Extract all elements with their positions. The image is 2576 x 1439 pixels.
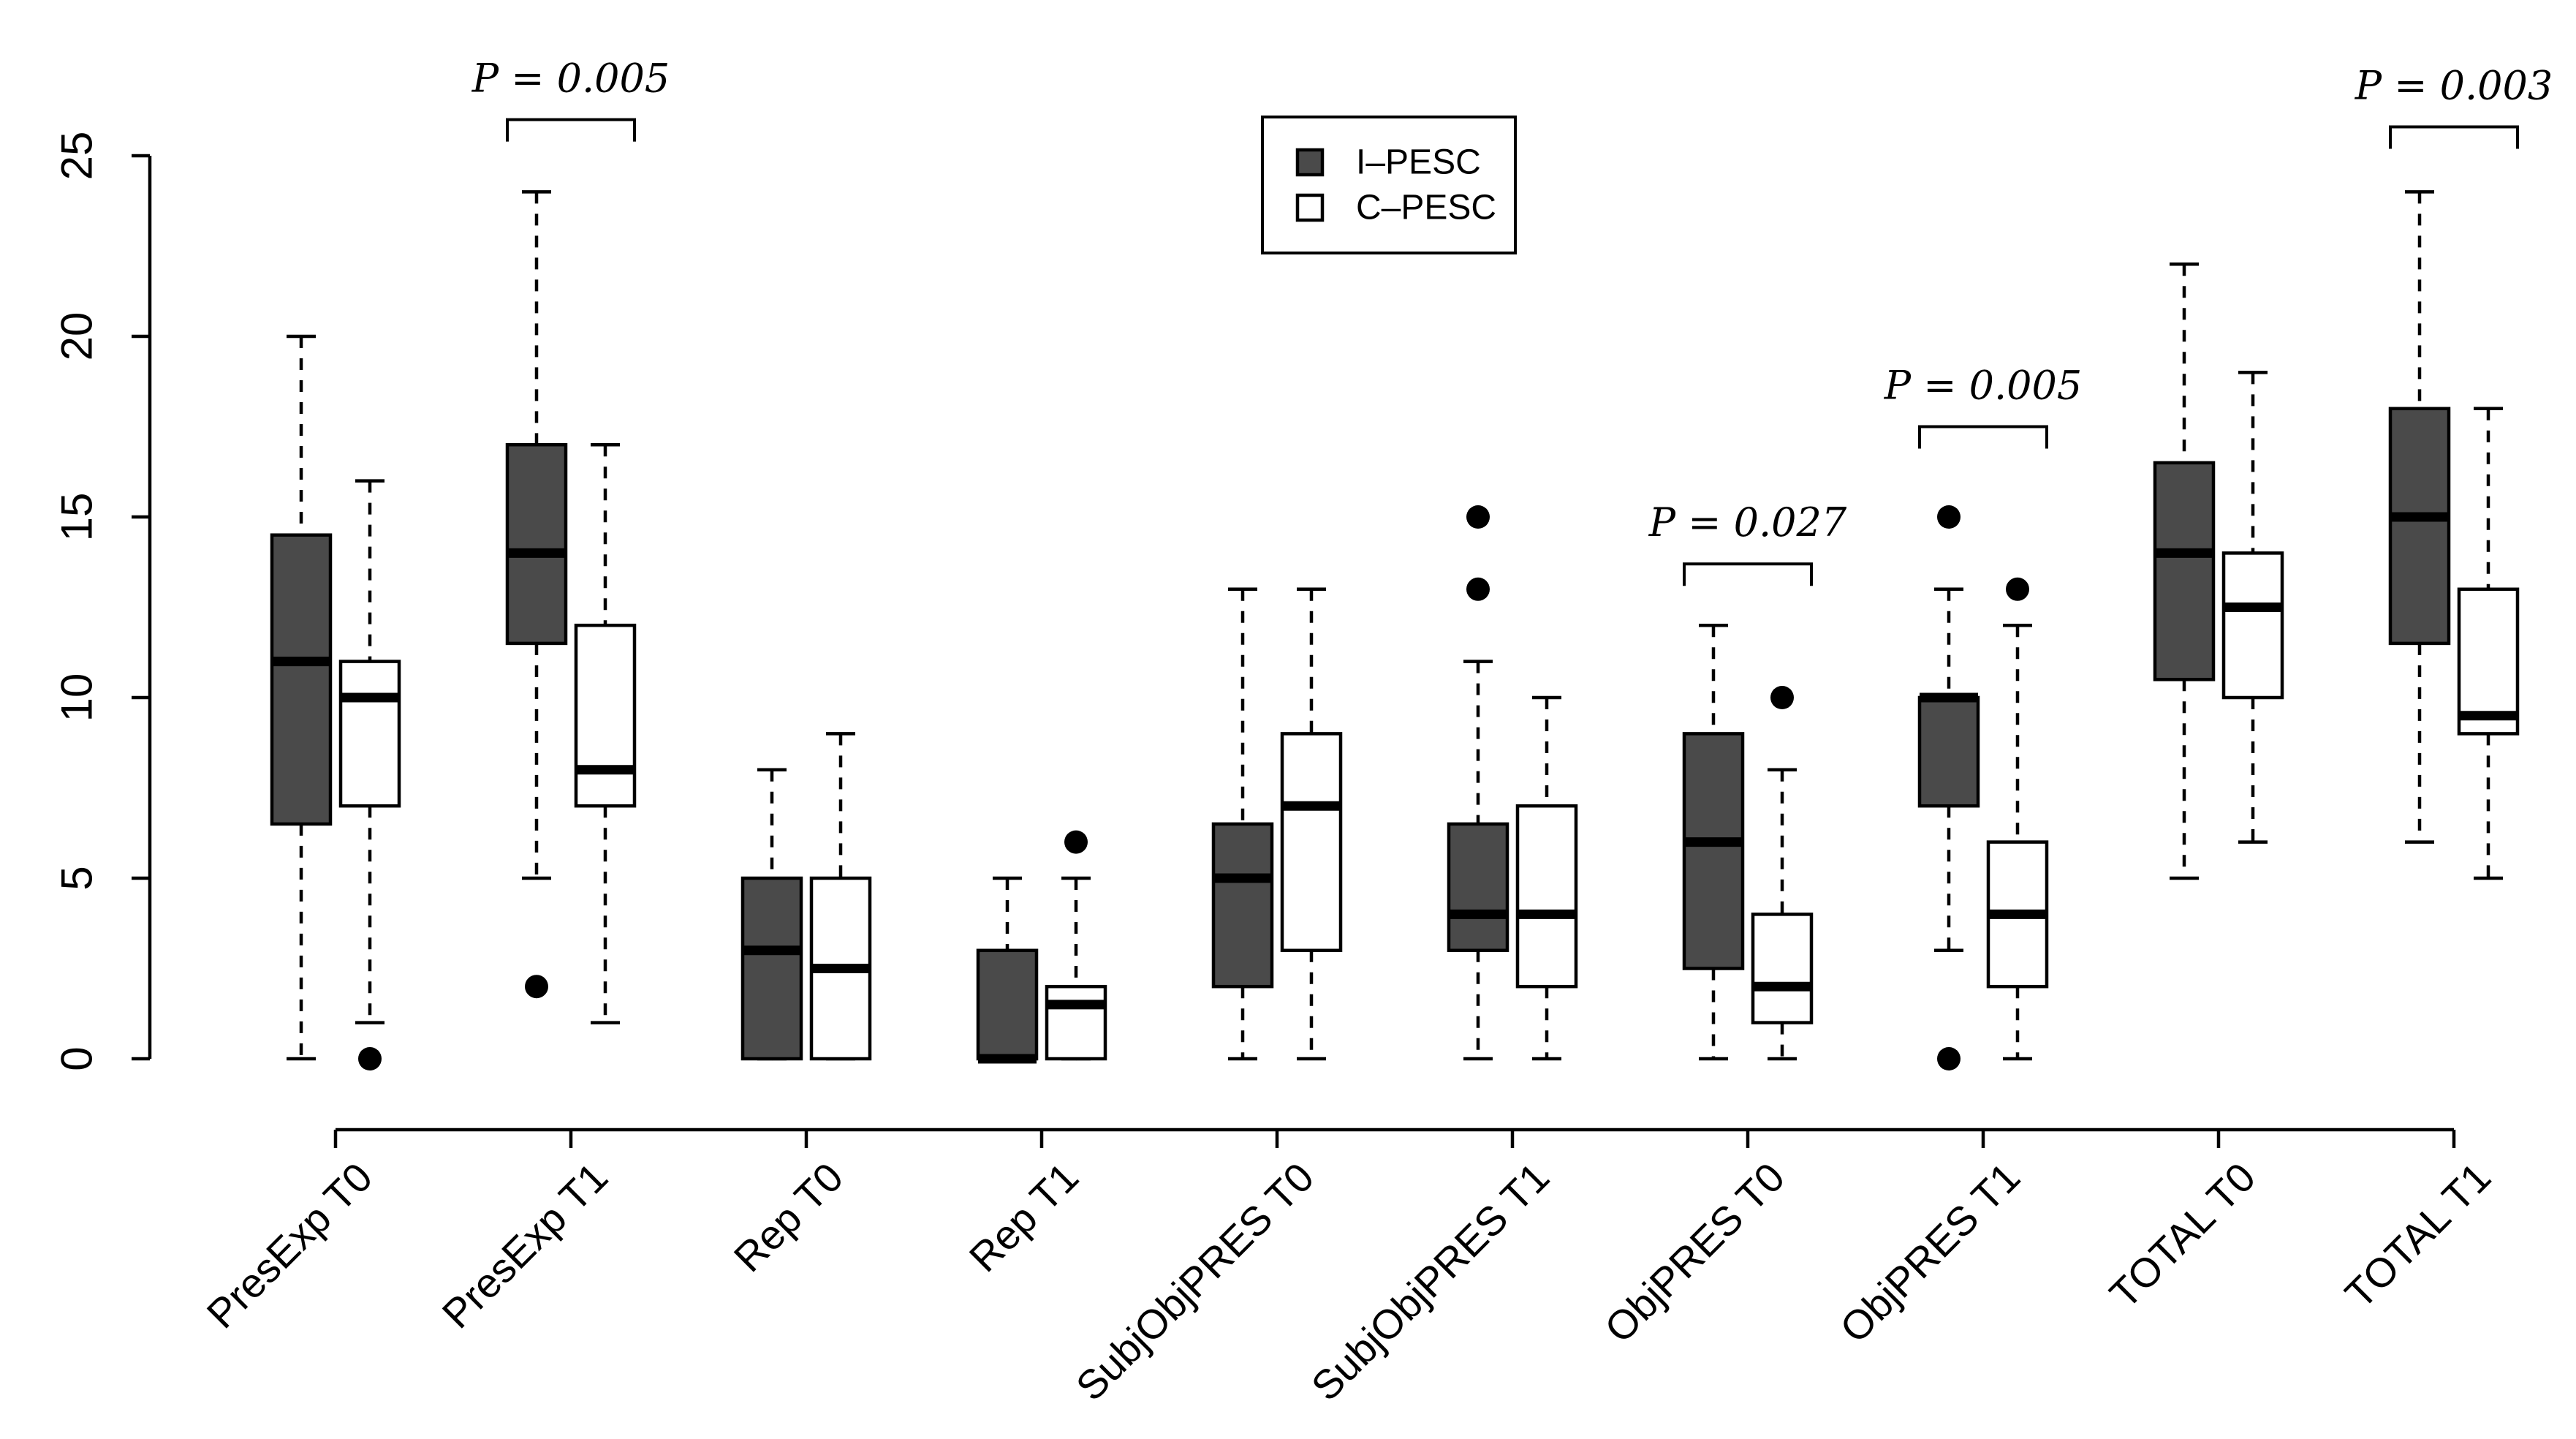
- iqr-box: [270, 533, 333, 826]
- x-tick-label: PresExp T0: [198, 1154, 382, 1337]
- p-value-label: P = 0.005: [471, 56, 670, 102]
- iqr-box: [1211, 822, 1274, 989]
- outlier-point: [1064, 830, 1088, 854]
- x-tick-label: Rep T1: [961, 1154, 1088, 1281]
- box-i-pesc-7: [1917, 505, 1980, 1070]
- box-groups: [270, 190, 2520, 1070]
- iqr-box: [1280, 732, 1343, 953]
- x-tick-label: ObjPRES T1: [1831, 1154, 2029, 1352]
- iqr-box: [740, 876, 803, 1061]
- box-i-pesc-9: [2388, 190, 2451, 844]
- iqr-box: [1917, 695, 1980, 808]
- p-value-label: P = 0.005: [1884, 363, 2083, 409]
- p-value-label: P = 0.003: [2355, 62, 2553, 108]
- box-c-pesc-7: [1986, 577, 2049, 1061]
- legend-frame: [1261, 116, 1517, 254]
- iqr-box: [574, 623, 637, 808]
- box-i-pesc-1: [505, 190, 568, 999]
- x-axis: PresExp T0 PresExp T1 Rep T0 Rep T1SubjObjP…: [198, 1128, 2500, 1410]
- y-tick-label: 20: [53, 312, 102, 361]
- legend: I–PESC C–PESC: [1261, 116, 1517, 254]
- outlier-point: [1466, 577, 1490, 601]
- legend-swatch-i-pesc: [1295, 148, 1325, 177]
- box-i-pesc-8: [2153, 262, 2216, 880]
- iqr-box: [338, 660, 401, 808]
- y-tick-label: 15: [53, 493, 102, 542]
- iqr-box: [1515, 804, 1578, 989]
- significance-bracket: [506, 118, 636, 142]
- legend-label: I–PESC: [1356, 143, 1481, 182]
- iqr-box: [1751, 913, 1814, 1024]
- iqr-box: [2221, 551, 2284, 700]
- p-value-annotation: P = 0.003: [2355, 62, 2553, 149]
- p-value-annotation: P = 0.005: [471, 56, 670, 142]
- iqr-box: [2153, 461, 2216, 681]
- y-tick-label: 25: [53, 132, 102, 181]
- y-tick-label: 5: [53, 866, 102, 890]
- y-tick-label: 10: [53, 673, 102, 722]
- p-value-label: P = 0.027: [1648, 499, 1847, 545]
- significance-bracket: [1918, 425, 2048, 449]
- outlier-point: [1466, 505, 1490, 529]
- x-tick-label: TOTAL T1: [2336, 1154, 2500, 1318]
- x-tick-label: SubjObjPRES T0: [1067, 1154, 1323, 1410]
- iqr-box: [976, 948, 1039, 1061]
- box-c-pesc-8: [2221, 371, 2284, 844]
- box-i-pesc-4: [1211, 587, 1274, 1061]
- legend-label: C–PESC: [1356, 189, 1496, 227]
- box-c-pesc-1: [574, 442, 637, 1024]
- box-c-pesc-9: [2457, 407, 2520, 880]
- x-tick-label: Rep T0: [725, 1154, 852, 1281]
- box-c-pesc-4: [1280, 587, 1343, 1061]
- p-value-annotation: P = 0.027: [1648, 499, 1847, 586]
- iqr-box: [1682, 732, 1745, 970]
- y-axis: 0 5 10 15 20 25: [53, 132, 152, 1071]
- box-c-pesc-3: [1045, 830, 1107, 1061]
- significance-bracket: [1683, 562, 1813, 586]
- y-tick-label: 0: [53, 1046, 102, 1070]
- iqr-box: [2457, 587, 2520, 736]
- x-tick-label: TOTAL T0: [2101, 1154, 2265, 1318]
- outlier-point: [1937, 505, 1961, 529]
- p-value-annotation: P = 0.005: [1884, 363, 2083, 449]
- box-i-pesc-5: [1447, 505, 1509, 1061]
- box-c-pesc-0: [338, 479, 401, 1070]
- outlier-point: [1770, 686, 1794, 709]
- iqr-box: [1045, 984, 1107, 1061]
- box-c-pesc-6: [1751, 686, 1814, 1061]
- outlier-point: [358, 1047, 382, 1070]
- significance-bracket: [2389, 125, 2519, 149]
- box-c-pesc-5: [1515, 695, 1578, 1061]
- outlier-point: [1937, 1047, 1961, 1070]
- x-tick-label: SubjObjPRES T1: [1303, 1154, 1558, 1410]
- iqr-box: [2388, 407, 2451, 646]
- outlier-point: [525, 975, 548, 999]
- box-c-pesc-2: [809, 732, 872, 1061]
- box-i-pesc-3: [976, 876, 1039, 1064]
- outlier-point: [2006, 577, 2029, 601]
- box-i-pesc-6: [1682, 623, 1745, 1061]
- significance-annotations: P = 0.005 P = 0.027 P = 0.005 P = 0.003: [471, 56, 2553, 586]
- x-tick-label: PresExp T1: [433, 1154, 617, 1337]
- box-i-pesc-2: [740, 768, 803, 1061]
- x-tick-label: ObjPRES T0: [1596, 1154, 1794, 1352]
- legend-swatch-c-pesc: [1295, 193, 1325, 222]
- iqr-box: [1447, 822, 1509, 953]
- box-i-pesc-0: [270, 334, 333, 1061]
- iqr-box: [505, 442, 568, 646]
